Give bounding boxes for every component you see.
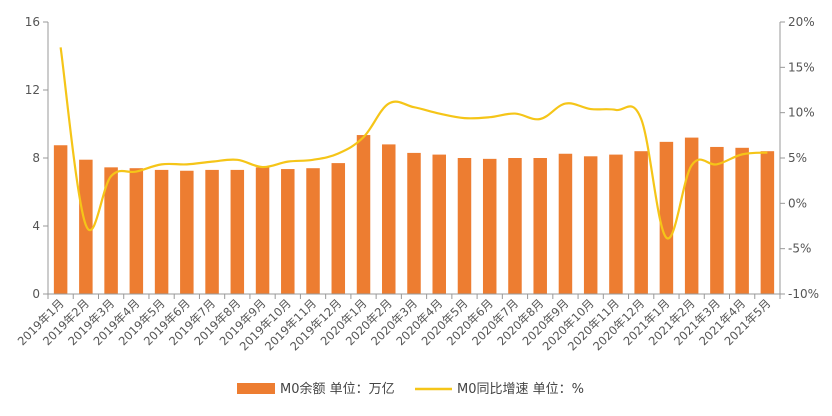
left-tick-label: 12 xyxy=(25,83,40,97)
right-tick-label: 0% xyxy=(788,196,807,210)
left-tick-label: 4 xyxy=(32,219,40,233)
bar-12 xyxy=(331,163,346,294)
bar-24 xyxy=(634,151,648,294)
bar-7 xyxy=(205,169,219,294)
legend-label-bar: M0余额 单位：万亿 xyxy=(280,381,395,397)
left-tick-label: 16 xyxy=(25,15,40,29)
bar-8 xyxy=(230,169,245,294)
legend: M0余额 单位：万亿 M0同比增速 单位：% xyxy=(237,381,584,397)
bar-9 xyxy=(255,167,270,294)
right-tick-label: -10% xyxy=(788,287,819,301)
bar-6 xyxy=(180,170,194,294)
left-tick-label: 0 xyxy=(32,287,40,301)
bar-15 xyxy=(407,152,421,294)
bar-14 xyxy=(382,144,396,294)
bar-29 xyxy=(760,151,775,294)
bar-18 xyxy=(482,158,497,294)
bar-13 xyxy=(356,135,371,294)
right-tick-label: 20% xyxy=(788,15,815,29)
right-tick-label: 15% xyxy=(788,60,815,74)
bar-series xyxy=(53,135,775,294)
bar-19 xyxy=(508,158,522,294)
bar-5 xyxy=(154,169,169,294)
bar-17 xyxy=(457,158,472,294)
bar-20 xyxy=(533,158,547,294)
bar-21 xyxy=(558,153,573,294)
bar-25 xyxy=(659,141,674,294)
legend-swatch-bar xyxy=(237,383,275,394)
bar-10 xyxy=(281,169,295,294)
bar-23 xyxy=(609,154,623,294)
bar-4 xyxy=(129,168,144,294)
right-tick-label: 10% xyxy=(788,106,815,120)
line-series xyxy=(59,47,768,240)
right-tick-label: -5% xyxy=(788,242,811,256)
left-tick-label: 8 xyxy=(32,151,40,165)
bar-28 xyxy=(735,147,749,294)
bar-11 xyxy=(306,168,320,294)
bar-16 xyxy=(432,154,446,294)
bar-1 xyxy=(53,145,68,294)
right-tick-label: 5% xyxy=(788,151,807,165)
legend-label-line: M0同比增速 单位：% xyxy=(457,382,584,397)
bar-27 xyxy=(710,146,724,294)
bar-3 xyxy=(104,167,118,294)
bar-22 xyxy=(583,156,598,294)
